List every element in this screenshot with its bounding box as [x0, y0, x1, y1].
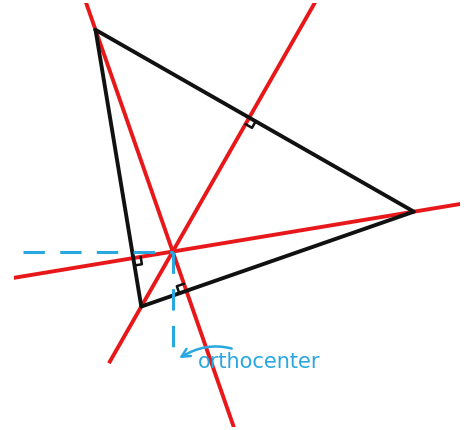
- Text: orthocenter: orthocenter: [182, 347, 320, 372]
